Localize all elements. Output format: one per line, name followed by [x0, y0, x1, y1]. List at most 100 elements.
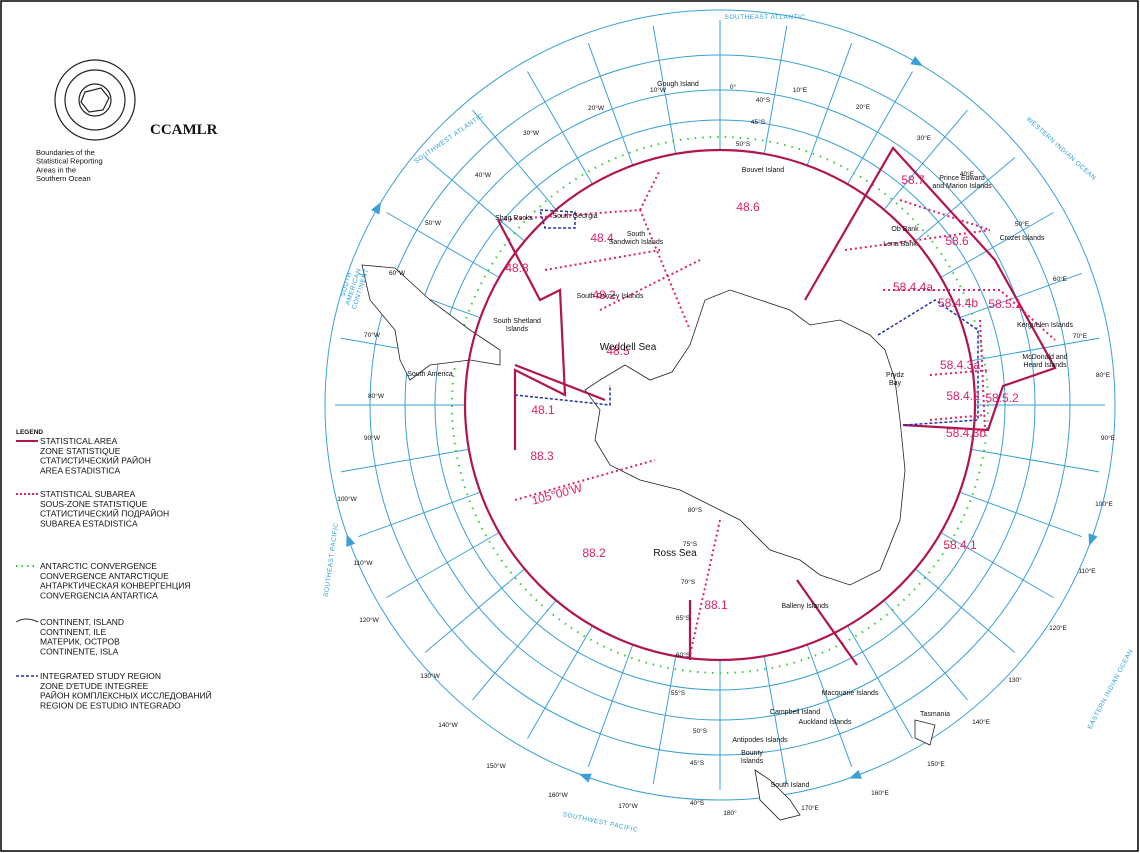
- legend-item: STATISTICAL SUBAREA SOUS-ZONE STATISTIQUE…: [40, 489, 169, 528]
- longitude-label: 70°W: [364, 331, 381, 339]
- place-label: Lena Bank: [883, 241, 917, 248]
- latitude-label: 60°S: [676, 651, 691, 659]
- arrow: [910, 56, 923, 67]
- longitude-label: 70°E: [1073, 332, 1088, 340]
- place-label: South Shetland Islands: [493, 318, 541, 333]
- place-label: Gough Island: [657, 81, 699, 88]
- longitude-label: 90°E: [1101, 434, 1116, 442]
- latitude-label: 45°S: [751, 118, 766, 126]
- longitude-label: 30°W: [523, 129, 540, 137]
- place-label: Auckland Islands: [799, 719, 852, 726]
- legend-item-line: ZONE STATISTIQUE: [40, 446, 121, 456]
- legend-item-line: АНТАРКТИЧЕСКАЯ КОНВЕРГЕНЦИЯ: [40, 581, 190, 591]
- place-label: South Georgia: [552, 213, 597, 220]
- meridian: [806, 644, 853, 767]
- logo-emblem: [54, 59, 136, 141]
- latitude-label: 80°S: [688, 506, 703, 514]
- area-label: 48.3: [505, 261, 529, 275]
- longitude-label: 20°W: [588, 104, 605, 112]
- area-label: 48.6: [736, 200, 760, 214]
- longitude-label: 60°E: [1053, 275, 1068, 283]
- sea-label: Ross Sea: [653, 548, 697, 559]
- latitude-label: 55°S: [671, 689, 686, 697]
- meridian: [806, 43, 853, 166]
- legend-item: CONTINENT, ISLAND CONTINENT, ILE МАТЕРИК, …: [40, 617, 124, 656]
- place-label-line: Prydz: [886, 372, 904, 379]
- place-label: Ob Bank: [891, 226, 919, 233]
- longitude-label: 160°E: [871, 789, 889, 797]
- area-label: 88.1: [704, 598, 728, 612]
- new-zealand: [754, 769, 801, 821]
- meridian: [472, 109, 557, 210]
- latitude-label: 75°S: [683, 540, 698, 548]
- legend-item-line: CONTINENTE, ISLA: [40, 646, 119, 656]
- meridian: [386, 532, 500, 598]
- place-label: Campbell Island: [770, 709, 820, 716]
- place-label: McDonald and Heard Islands: [1022, 354, 1067, 369]
- place-label-line: South Shetland: [493, 318, 541, 325]
- arrow: [346, 534, 356, 547]
- meridian: [587, 644, 634, 767]
- legend-item-line: СТАТИСТИЧЕСКИЙ ПОДРАЙОН: [40, 508, 169, 519]
- latitude-label: 50°S: [693, 727, 708, 735]
- longitude-label: 80°W: [368, 392, 385, 400]
- longitude-label: 180°: [723, 809, 737, 817]
- ocean-label: SOUTHEAST ATLANTIC: [725, 14, 806, 21]
- latitude-label: 45°S: [690, 759, 705, 767]
- area-label: 48.2: [592, 288, 616, 302]
- arrow: [849, 769, 862, 779]
- place-label: Prydz Bay: [886, 372, 904, 387]
- meridian: [763, 656, 788, 785]
- area-label: 88.3: [530, 449, 554, 463]
- legend-item-line: CONVERGENCE ANTARCTIQUE: [40, 571, 169, 581]
- longitude-label: 100°W: [337, 495, 357, 503]
- place-label-line: McDonald and: [1022, 354, 1067, 361]
- legend-item-line: REGION DE ESTUDIO INTEGRADO: [40, 700, 181, 710]
- area-label: 58.4.3b: [946, 426, 986, 440]
- place-label-line: Bay: [889, 380, 902, 387]
- latitude-label: 50°S: [736, 140, 751, 148]
- legend-item-line: STATISTICAL AREA: [40, 436, 118, 446]
- tasmania: [914, 719, 936, 746]
- place-label: Bounty Islands: [741, 750, 764, 765]
- area-label: 58.4.2: [946, 389, 980, 403]
- area-label: 58.6: [945, 234, 969, 248]
- meridian: [652, 656, 677, 785]
- longitude-label: 50°E: [1015, 220, 1030, 228]
- arrow: [1088, 533, 1098, 547]
- area-label: 88.2: [582, 546, 606, 560]
- place-label: South Island: [771, 782, 810, 789]
- place-label-line: Bounty: [741, 750, 763, 757]
- meridian: [587, 43, 634, 166]
- meridian: [527, 71, 593, 185]
- latitude-label: 65°S: [676, 614, 691, 622]
- longitude-label: 30°E: [917, 134, 932, 142]
- latitude-ring: [324, 9, 1116, 801]
- area-label: 48.1: [531, 403, 555, 417]
- longitude-label: 40°W: [475, 171, 492, 179]
- longitude-label: 140°E: [972, 718, 990, 726]
- statistical-subareas: [499, 169, 1056, 656]
- statistical-areas: [463, 146, 1057, 666]
- arrow: [578, 773, 592, 783]
- latitude-label: 40°S: [690, 799, 705, 807]
- longitude-label: 80°E: [1096, 371, 1111, 379]
- place-label: Crozet Islands: [1000, 235, 1045, 242]
- longitude-label: 150°E: [927, 760, 945, 768]
- place-label-line: and Marion Islands: [932, 183, 992, 190]
- meridian: [959, 491, 1082, 538]
- place-label: South Orkney Islands: [577, 293, 644, 300]
- place-label-line: Islands: [741, 758, 764, 765]
- meridian: [527, 625, 593, 739]
- subtitle-line: Areas in the: [36, 165, 76, 174]
- meridian: [424, 568, 525, 653]
- subtitle-line: Southern Ocean: [36, 174, 91, 183]
- longitude-label: 120°W: [359, 616, 379, 624]
- area-label: 58.4.4b: [938, 296, 978, 310]
- meridian: [386, 212, 500, 278]
- longitude-label: 60°W: [389, 269, 406, 277]
- antarctica: [584, 289, 906, 586]
- legend-item-line: SUBAREA ESTADISTICA: [40, 518, 138, 528]
